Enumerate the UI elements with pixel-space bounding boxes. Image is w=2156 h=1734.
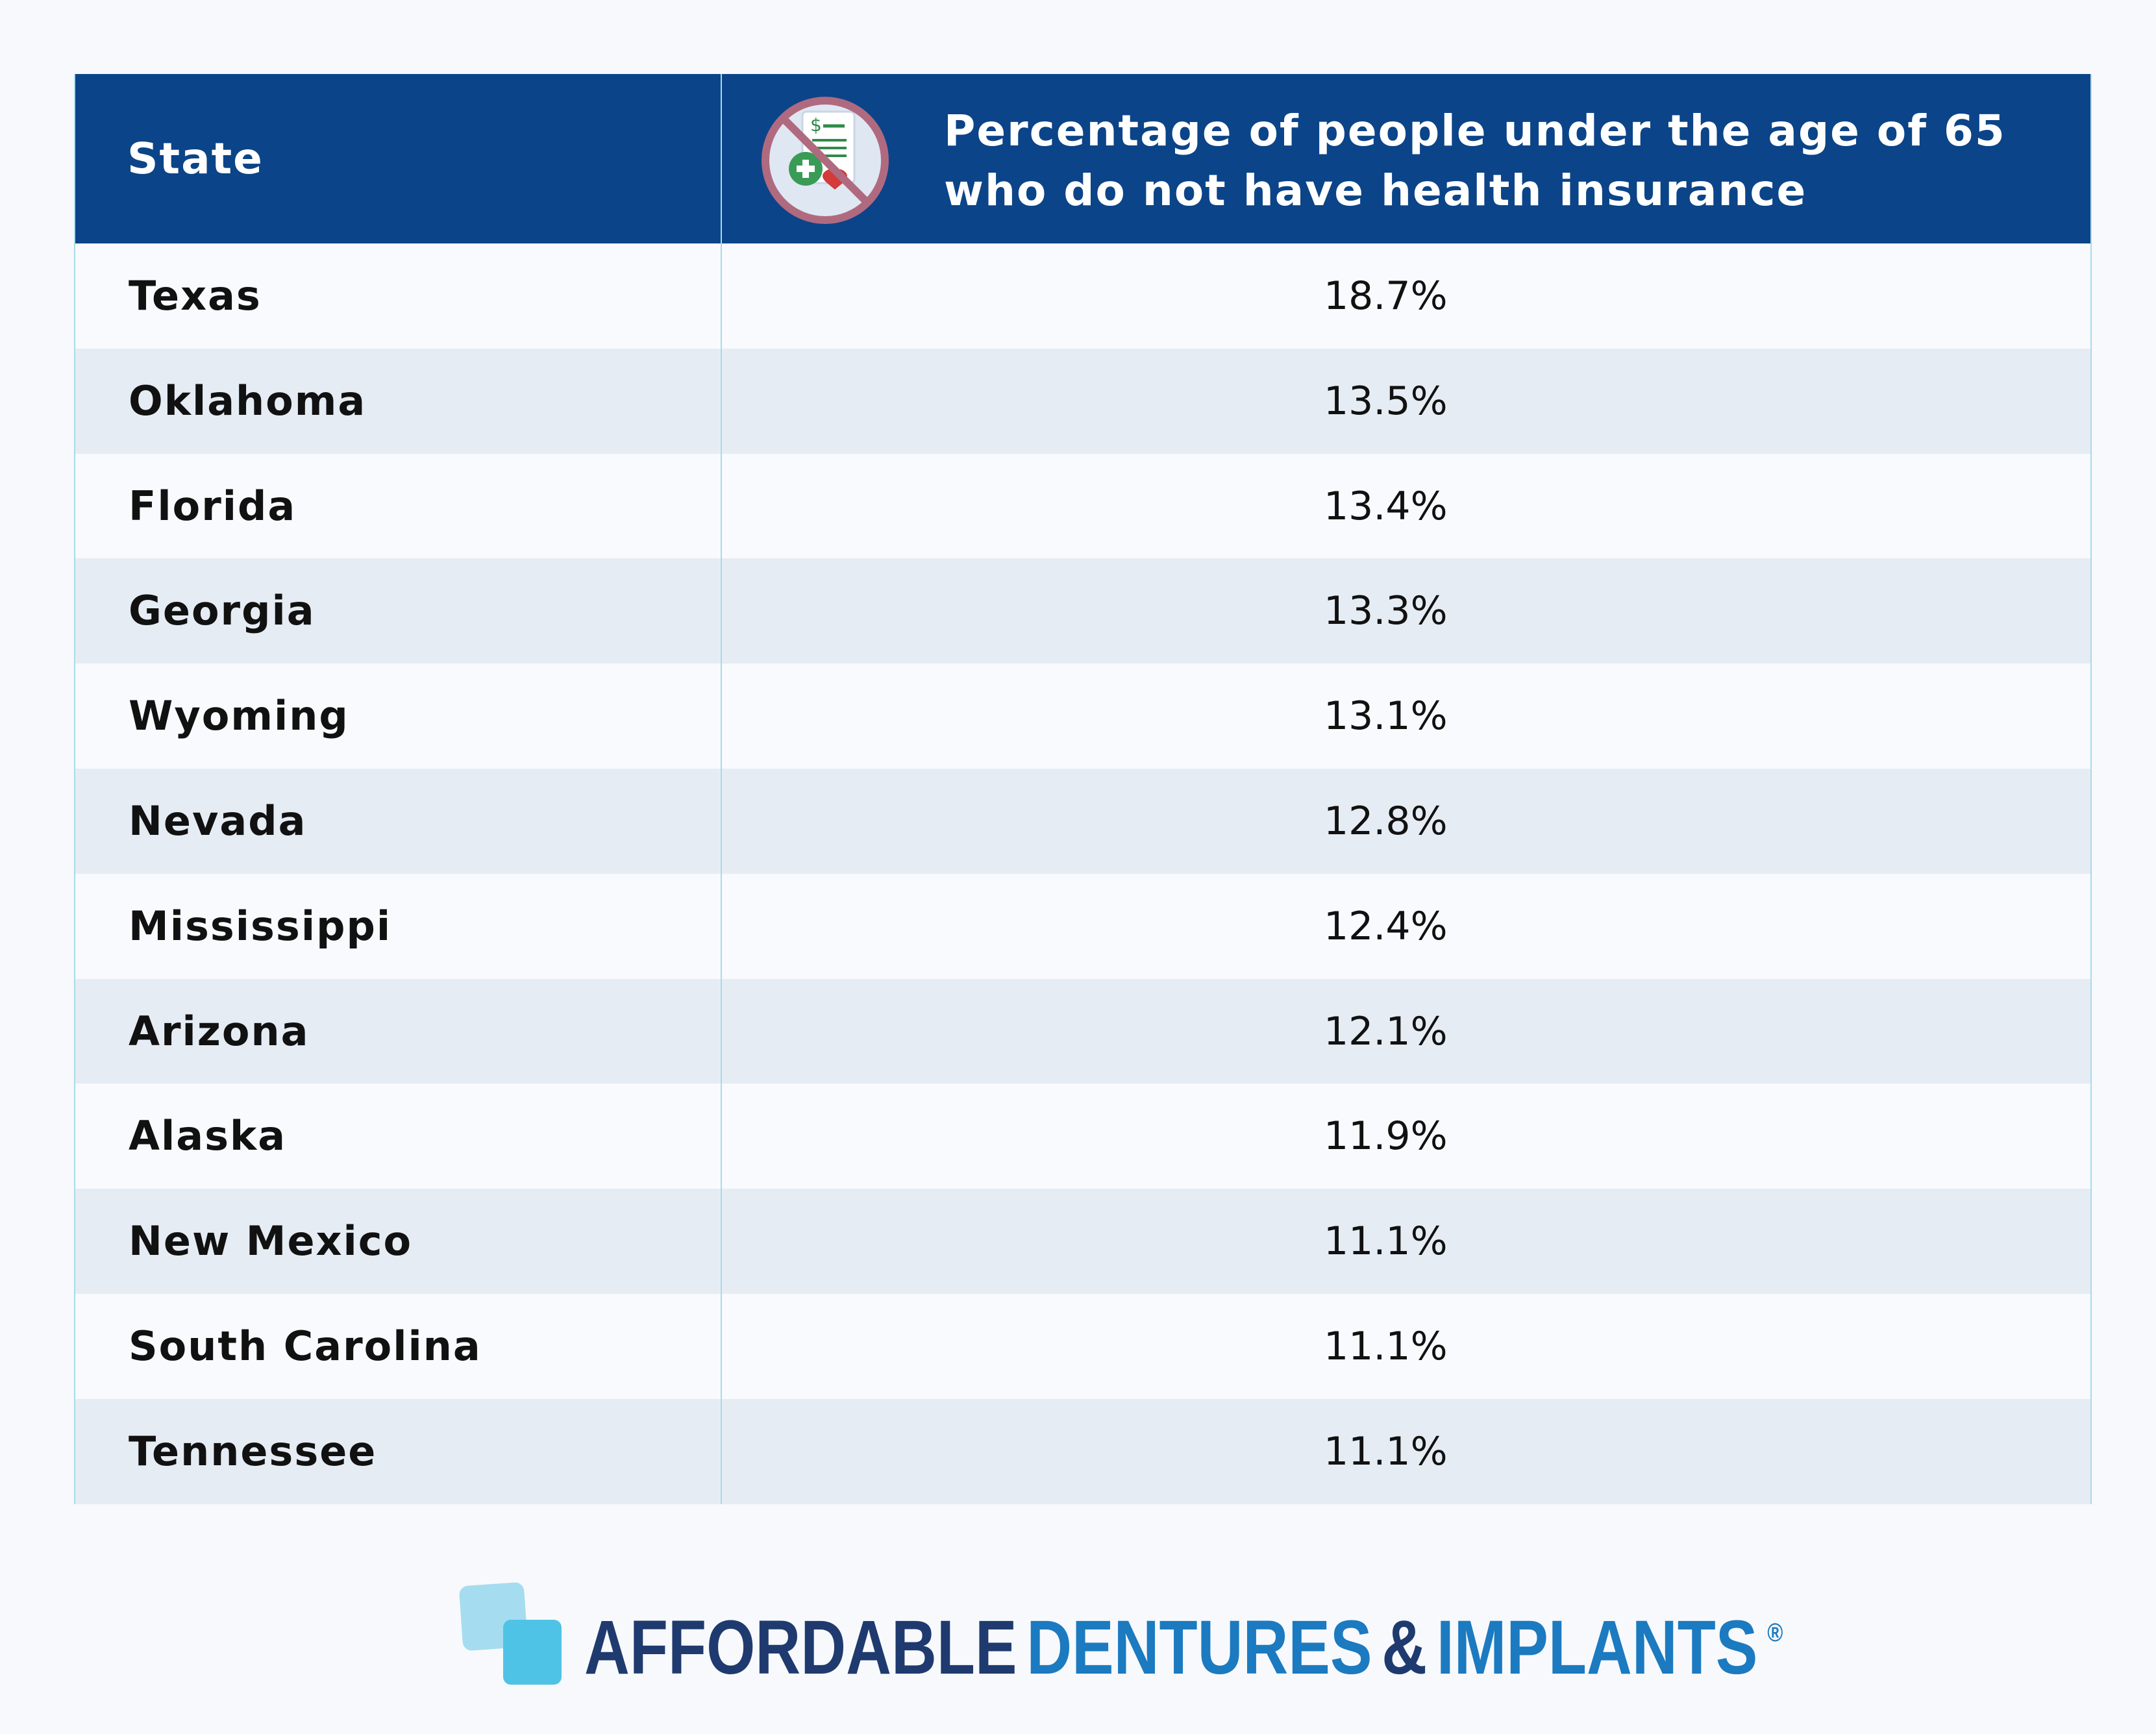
logo-word: & <box>1382 1605 1428 1691</box>
table-row: Arizona 12.1% <box>75 978 2090 1084</box>
logo-word: DENTURES <box>1026 1605 1372 1691</box>
no-insurance-icon: $ <box>762 97 889 224</box>
svg-text:$: $ <box>810 114 822 136</box>
state-cell: Georgia <box>129 587 316 635</box>
state-cell: Mississippi <box>129 902 392 950</box>
value-cell: 12.1% <box>1324 1008 1448 1054</box>
value-cell: 11.1% <box>1324 1324 1448 1369</box>
state-cell: Alaska <box>129 1112 287 1160</box>
table-row: Texas 18.7% <box>75 243 2090 349</box>
table-row: Georgia 13.3% <box>75 558 2090 664</box>
state-cell: Nevada <box>129 797 307 845</box>
logo-word: ® <box>1767 1618 1783 1647</box>
value-cell: 11.1% <box>1324 1219 1448 1265</box>
table-row: Tennessee 11.1% <box>75 1398 2090 1504</box>
table-row: Oklahoma 13.5% <box>75 348 2090 454</box>
state-cell: Florida <box>129 482 297 530</box>
value-cell: 13.3% <box>1324 588 1448 634</box>
table-row: Alaska 11.9% <box>75 1084 2090 1189</box>
state-cell: Tennessee <box>129 1427 377 1475</box>
state-cell: New Mexico <box>129 1217 413 1265</box>
state-cell: Wyoming <box>129 692 349 740</box>
table-header: State $ Percentage of people under the a… <box>75 74 2090 243</box>
column-divider <box>721 74 722 1504</box>
table-row: Wyoming 13.1% <box>75 663 2090 769</box>
value-cell: 11.9% <box>1324 1113 1448 1159</box>
state-cell: Texas <box>129 272 262 319</box>
value-cell: 11.1% <box>1324 1428 1448 1474</box>
logo-word: AFFORDABLE <box>584 1605 1017 1691</box>
value-cell: 13.4% <box>1324 483 1448 529</box>
logo-mark <box>459 1582 562 1685</box>
value-cell: 12.4% <box>1324 903 1448 949</box>
header-cell: State <box>127 134 264 184</box>
logo-text: AFFORDABLE DENTURES & IMPLANTS ® <box>584 1584 1792 1696</box>
value-cell: 13.5% <box>1324 378 1448 424</box>
value-cell: 18.7% <box>1324 273 1448 319</box>
state-cell: South Carolina <box>129 1322 482 1370</box>
table-row: Mississippi 12.4% <box>75 873 2090 979</box>
header-cell: Percentage of people under the age of 65… <box>944 106 2006 216</box>
table: State $ Percentage of people under the a… <box>74 74 2092 1504</box>
table-row: New Mexico 11.1% <box>75 1189 2090 1294</box>
value-cell: 13.1% <box>1324 693 1448 739</box>
table-row: Florida 13.4% <box>75 453 2090 559</box>
state-cell: Arizona <box>129 1007 310 1055</box>
table-row: Nevada 12.8% <box>75 769 2090 874</box>
value-cell: 12.8% <box>1324 799 1448 844</box>
logo-word: IMPLANTS <box>1436 1605 1758 1691</box>
state-cell: Oklahoma <box>129 377 367 425</box>
table-row: South Carolina 11.1% <box>75 1294 2090 1399</box>
